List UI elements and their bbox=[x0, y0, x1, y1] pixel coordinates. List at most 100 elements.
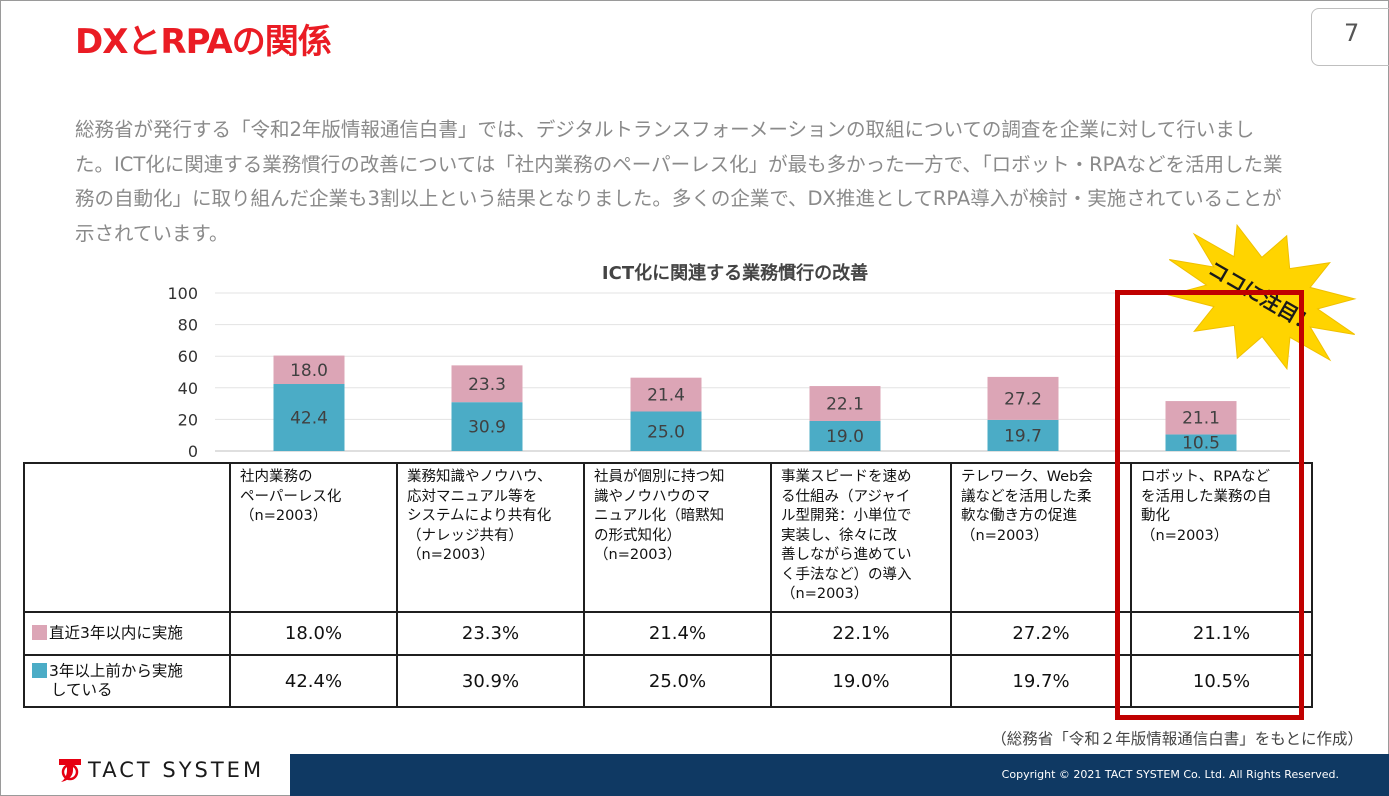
table-header-line: （n=2003） bbox=[1141, 527, 1229, 544]
table-header-line: 社員が個別に持つ知 bbox=[594, 469, 725, 485]
table-cell: 27.2% bbox=[950, 611, 1132, 656]
table-cell: 30.9% bbox=[396, 654, 585, 708]
copyright: Copyright © 2021 TACT SYSTEM Co. Ltd. Al… bbox=[1001, 768, 1339, 781]
bar-earlier bbox=[987, 419, 1059, 451]
lead-paragraph: 総務省が発行する「令和2年版情報通信白書」では、デジタルトランスフォーメーション… bbox=[75, 118, 1283, 245]
table-cell: 42.4% bbox=[229, 654, 398, 708]
bar-value-label: 23.3 bbox=[468, 375, 506, 395]
source-note: （総務省「令和２年版情報通信白書」をもとに作成） bbox=[991, 730, 1363, 748]
bar-earlier bbox=[809, 420, 881, 451]
chart-title: ICT化に関連する業務慣行の改善 bbox=[602, 262, 868, 284]
table-header-line: ペーパーレス化 bbox=[240, 488, 342, 505]
table-cell: 19.0% bbox=[770, 654, 952, 708]
y-tick-label: 100 bbox=[167, 284, 198, 303]
bar-value-label: 21.1 bbox=[1182, 409, 1220, 429]
table-header-line: テレワーク、Web会 bbox=[961, 469, 1093, 485]
table-header-line: （n=2003） bbox=[961, 527, 1049, 544]
legend-label-recent: 直近3年以内に実施 bbox=[49, 624, 183, 642]
table-header-line: 動化 bbox=[1141, 508, 1170, 524]
table-header-2: 社員が個別に持つ知 識やノウハウのマ ニュアル化（暗黙知 の形式知化） （n=2003） bbox=[583, 462, 772, 613]
y-tick-label: 20 bbox=[178, 410, 198, 429]
table-header-line: る仕組み（アジャイ bbox=[781, 488, 911, 505]
bar-value-label: 30.9 bbox=[468, 418, 506, 438]
table-header-3: 事業スピードを速め る仕組み（アジャイ ル型開発：小単位で 実装し、徐々に改 善しながら… bbox=[770, 462, 952, 613]
y-tick-label: 60 bbox=[178, 347, 198, 366]
table-header-line: （n=2003） bbox=[594, 547, 682, 563]
bar-value-label: 19.7 bbox=[1004, 426, 1042, 446]
table-header-line: 事業スピードを速め bbox=[781, 469, 912, 485]
bar-earlier bbox=[1165, 434, 1237, 451]
y-axis-ticks: 100 80 60 40 20 0 bbox=[167, 284, 198, 461]
bar-earlier bbox=[630, 411, 702, 451]
table-header-line: を活用した業務の自 bbox=[1141, 488, 1272, 505]
legend-swatch-recent bbox=[32, 625, 47, 640]
table-header-4: テレワーク、Web会 議などを活用した柔 軟な働き方の促進 （n=2003） bbox=[950, 462, 1132, 613]
bar-value-label: 22.1 bbox=[826, 395, 864, 415]
company-logo: TACT SYSTEM bbox=[58, 755, 264, 785]
table-header-line: （ナレッジ共有） bbox=[407, 527, 523, 544]
table-cell: 21.1% bbox=[1130, 611, 1313, 656]
table-header-line: 実装し、徐々に改 bbox=[781, 527, 897, 544]
legend-label-earlier-2: している bbox=[51, 681, 113, 699]
table-cell: 19.7% bbox=[950, 654, 1132, 708]
bar-value-label: 21.4 bbox=[647, 386, 685, 406]
bars: 42.4 18.0 30.9 23.3 25.0 21.4 19.0 22.1 19.7 27.2… bbox=[273, 355, 1237, 454]
table-corner-cell bbox=[23, 462, 231, 613]
table-cell: 10.5% bbox=[1130, 654, 1313, 708]
bar-value-label: 19.0 bbox=[826, 427, 864, 447]
table-cell: 22.1% bbox=[770, 611, 952, 656]
table-header-5: ロボット、RPAなど を活用した業務の自 動化 （n=2003） bbox=[1130, 462, 1313, 613]
data-table: 社内業務の ペーパーレス化 （n=2003） 業務知識やノウハウ、 応対マニュアル等を… bbox=[23, 462, 1313, 708]
table-header-line: ル型開発：小単位で bbox=[781, 508, 912, 524]
legend-recent: 直近3年以内に実施 bbox=[23, 611, 231, 656]
table-cell: 23.3% bbox=[396, 611, 585, 656]
bar-value-label: 18.0 bbox=[290, 361, 328, 381]
y-tick-label: 40 bbox=[178, 379, 198, 398]
bar-recent bbox=[1165, 401, 1237, 435]
bar-recent bbox=[630, 377, 702, 412]
table-header-line: 軟な働き方の促進 bbox=[961, 508, 1077, 524]
table-header-line: （n=2003） bbox=[781, 586, 869, 602]
bar-recent bbox=[273, 355, 345, 385]
table-header-line: （n=2003） bbox=[240, 508, 328, 524]
legend-label-earlier-1: 3年以上前から実施 bbox=[49, 662, 183, 680]
bar-earlier bbox=[451, 402, 523, 451]
table-header-line: システムにより共有化 bbox=[407, 508, 552, 524]
legend-swatch-earlier bbox=[32, 663, 47, 678]
gridlines bbox=[215, 292, 1290, 452]
slide-title: DXとRPAの関係 bbox=[75, 22, 332, 62]
table-header-0: 社内業務の ペーパーレス化 （n=2003） bbox=[229, 462, 398, 613]
table-header-line: 善しながら進めてい bbox=[781, 547, 912, 563]
burst-shape bbox=[1167, 223, 1357, 371]
bar-earlier bbox=[273, 384, 345, 451]
table-header-line: ロボット、RPAなど bbox=[1141, 469, 1271, 485]
table-header-line: 識やノウハウのマ bbox=[594, 488, 710, 505]
logo-text: TACT SYSTEM bbox=[88, 758, 265, 782]
y-tick-label: 80 bbox=[178, 316, 198, 335]
highlight-frame bbox=[1115, 290, 1304, 720]
bar-value-label: 27.2 bbox=[1004, 389, 1042, 409]
y-tick-label: 0 bbox=[188, 442, 198, 461]
bar-recent bbox=[451, 365, 523, 403]
table-header-line: 業務知識やノウハウ、 bbox=[407, 469, 552, 485]
table-header-1: 業務知識やノウハウ、 応対マニュアル等を システムにより共有化 （ナレッジ共有） （n=… bbox=[396, 462, 585, 613]
table-header-line: ニュアル化（暗黙知 bbox=[594, 508, 725, 524]
bar-recent bbox=[987, 376, 1059, 420]
table-cell: 25.0% bbox=[583, 654, 772, 708]
table-cell: 21.4% bbox=[583, 611, 772, 656]
table-row-recent: 直近3年以内に実施 18.0% 23.3% 21.4% 22.1% 27.2% … bbox=[23, 611, 1313, 656]
page-number: 7 bbox=[1311, 8, 1389, 66]
table-row-earlier: 3年以上前から実施 している 42.4% 30.9% 25.0% 19.0% 19… bbox=[23, 654, 1313, 708]
table-header-line: 応対マニュアル等を bbox=[407, 488, 538, 505]
footer-bar bbox=[290, 754, 1389, 796]
table-header-row: 社内業務の ペーパーレス化 （n=2003） 業務知識やノウハウ、 応対マニュアル等を… bbox=[23, 462, 1313, 613]
legend-earlier: 3年以上前から実施 している bbox=[23, 654, 231, 708]
bar-value-label: 42.4 bbox=[290, 409, 328, 429]
bar-recent bbox=[809, 386, 881, 421]
table-header-line: 議などを活用した柔 bbox=[961, 488, 1092, 505]
table-header-line: の形式知化） bbox=[594, 527, 681, 544]
logo-mark-icon bbox=[59, 759, 81, 782]
bar-value-label: 25.0 bbox=[647, 422, 685, 442]
bar-value-label: 10.5 bbox=[1182, 434, 1220, 454]
